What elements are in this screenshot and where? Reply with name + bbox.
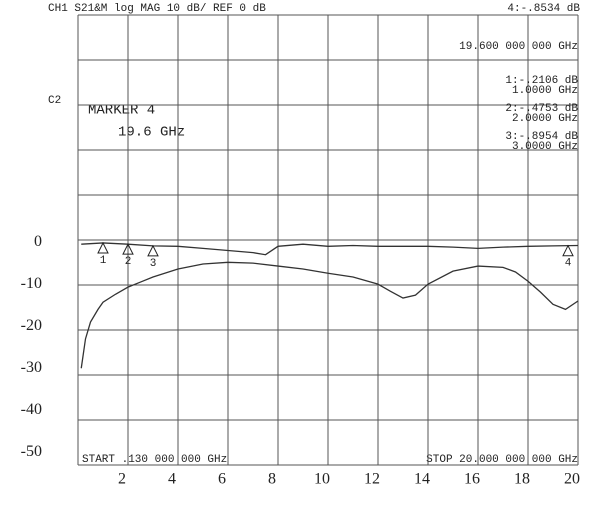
- y-tick-label: 0: [34, 233, 42, 250]
- x-tick-label: 18: [514, 471, 530, 488]
- marker-value: 2:-.4753 dB: [505, 103, 578, 115]
- start-label: START .130 000 000 GHz: [82, 454, 227, 466]
- x-tick-label: 10: [314, 471, 330, 488]
- x-tick-label: 20: [564, 471, 580, 488]
- y-tick-label: -50: [21, 443, 42, 460]
- marker: [562, 244, 574, 257]
- x-tick-label: 14: [414, 471, 430, 488]
- marker-readout: 4:-.8534 dB: [507, 3, 580, 15]
- marker-value: 1:-.2106 dB: [505, 75, 578, 87]
- x-tick-label: 6: [218, 471, 226, 488]
- marker-label: 4: [565, 258, 572, 270]
- x-tick-label: 8: [268, 471, 276, 488]
- marker-freq: 1.0000 GHz: [512, 85, 578, 97]
- marker-freq-full: 19.600 000 000 GHz: [459, 41, 578, 53]
- header: CH1 S21&M log MAG 10 dB/ REF 0 dB: [48, 3, 266, 15]
- x-tick-label: 16: [464, 471, 480, 488]
- marker-value: 3:-.8954 dB: [505, 131, 578, 143]
- stop-label: STOP 20.000 000 000 GHz: [426, 454, 578, 466]
- marker: [97, 241, 109, 254]
- trace: [81, 242, 579, 256]
- y-tick-label: -20: [21, 317, 42, 334]
- marker: [147, 244, 159, 257]
- marker-label: 3: [150, 258, 157, 270]
- channel-label: C2: [48, 95, 61, 107]
- marker-title: MARKER 4: [88, 103, 155, 119]
- marker-freq: 19.6 GHz: [118, 125, 185, 141]
- y-tick-label: -30: [21, 359, 42, 376]
- marker: [122, 242, 134, 255]
- x-tick-label: 2: [118, 471, 126, 488]
- marker-freq: 2.0000 GHz: [512, 113, 578, 125]
- y-tick-label: -10: [21, 275, 42, 292]
- marker-freq: 3.0000 GHz: [512, 141, 578, 153]
- marker-label: 2: [125, 256, 132, 268]
- trace: [80, 261, 579, 369]
- x-tick-label: 12: [364, 471, 380, 488]
- marker-label: 1: [100, 255, 107, 267]
- y-tick-label: -40: [21, 401, 42, 418]
- x-tick-label: 4: [168, 471, 176, 488]
